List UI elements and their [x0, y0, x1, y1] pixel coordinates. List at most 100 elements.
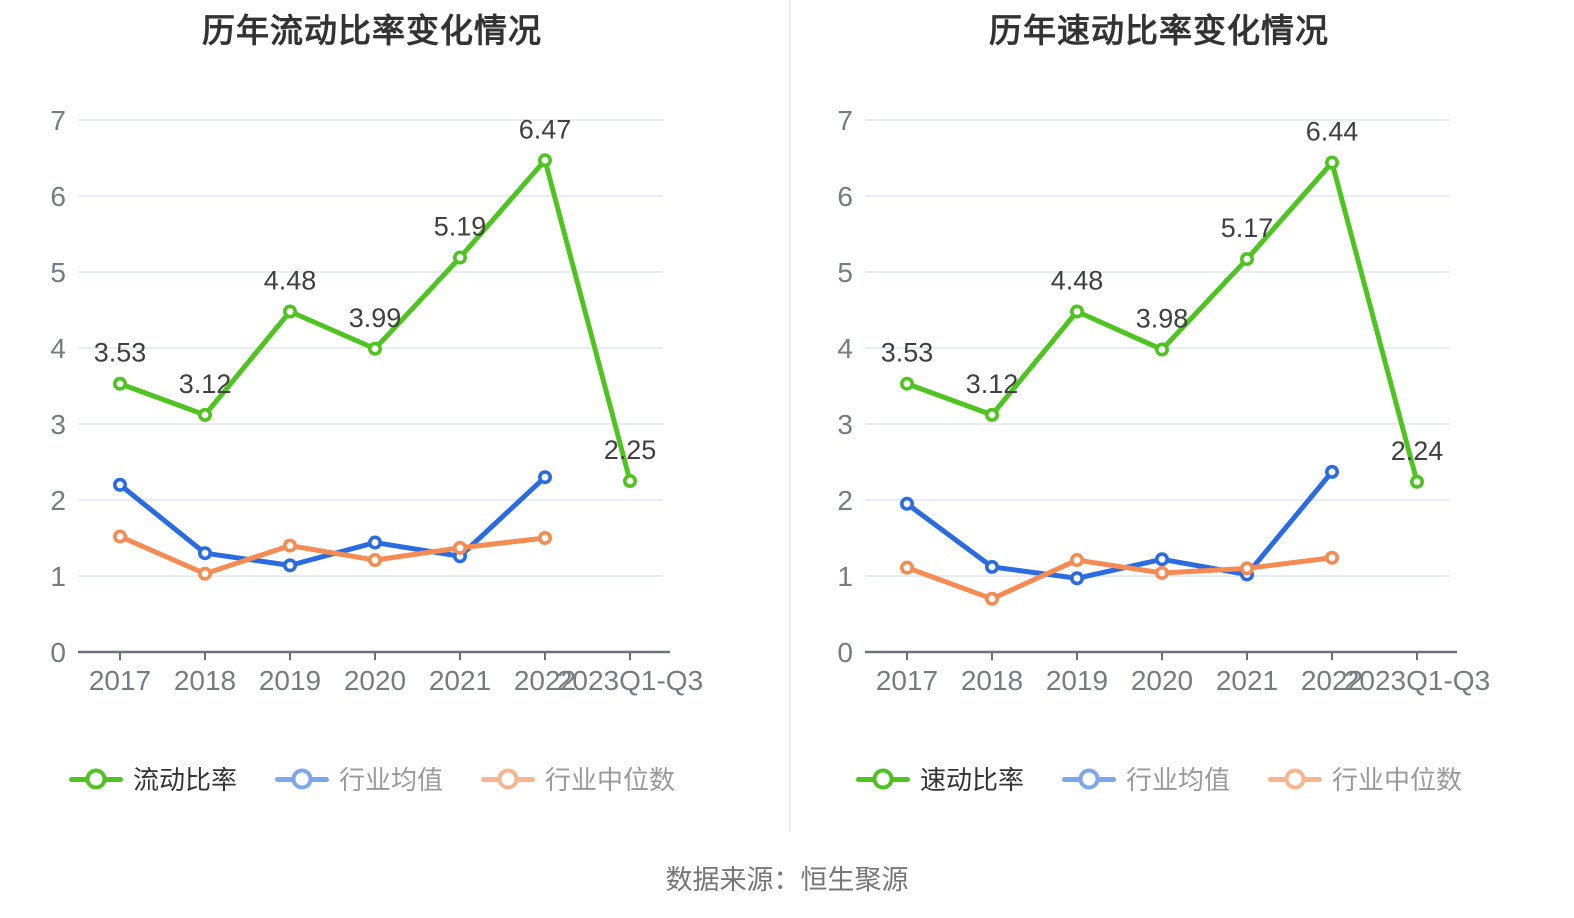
data-point-marker[interactable] [1069, 304, 1084, 319]
x-axis-tick-label: 2018 [174, 665, 236, 696]
data-point-marker[interactable] [282, 538, 297, 553]
series-line [117, 533, 548, 577]
data-point-marker[interactable] [198, 546, 213, 561]
legend-label: 速动比率 [919, 765, 1024, 795]
legend-label: 行业中位数 [545, 765, 676, 795]
data-point-marker[interactable] [113, 477, 128, 492]
data-point-marker[interactable] [1239, 561, 1254, 576]
data-point-marker[interactable] [367, 535, 382, 550]
x-axis-tick-label: 2023Q1-Q3 [1344, 665, 1490, 696]
legend-line-circle-icon [1268, 767, 1322, 791]
y-axis-tick-label: 3 [837, 409, 853, 440]
legend-line-circle-icon [274, 767, 329, 791]
data-point-marker[interactable] [452, 250, 467, 265]
y-axis-tick-label: 0 [837, 637, 853, 668]
data-point-marker[interactable] [113, 529, 128, 544]
data-point-marker[interactable] [900, 496, 915, 511]
data-point-marker[interactable] [198, 566, 213, 581]
y-axis-tick-label: 5 [50, 257, 66, 288]
y-axis-tick-label: 7 [50, 105, 66, 136]
y-axis-tick-label: 2 [50, 485, 66, 516]
y-axis-tick-label: 4 [837, 333, 853, 364]
data-point-value-label: 3.53 [881, 338, 934, 368]
y-axis-tick-label: 6 [837, 181, 853, 212]
chart-plot: 0 1 2 3 4 5 6 7 2017 2018 2019 2020 2021 20222023Q1-Q… [837, 105, 1490, 696]
legend-label: 行业均值 [1125, 765, 1230, 795]
x-axis-tick-label: 2018 [961, 665, 1023, 696]
data-point-marker[interactable] [282, 558, 297, 573]
data-point-marker[interactable] [1324, 550, 1339, 565]
chart-title: 历年流动比率变化情况 [202, 12, 542, 49]
legend-item-series-3[interactable]: 行业中位数 [481, 760, 675, 797]
data-point-marker[interactable] [367, 341, 382, 356]
data-point-marker[interactable] [985, 559, 1000, 574]
legend-item-series-1[interactable]: 流动比率 [68, 760, 237, 797]
data-point-marker[interactable] [452, 540, 467, 555]
data-point-marker[interactable] [537, 153, 552, 168]
y-axis-tick-label: 7 [837, 105, 853, 136]
data-point-value-label: 3.12 [966, 369, 1019, 399]
x-axis-tick-label: 2017 [89, 665, 151, 696]
data-point-marker[interactable] [367, 553, 382, 568]
x-axis-tick-label: 2021 [1216, 665, 1278, 696]
data-source-note: 数据来源：恒生聚源 [665, 865, 909, 895]
y-axis-tick-label: 1 [837, 561, 853, 592]
x-axis-tick-label: 2022 [514, 665, 576, 696]
chart-title: 历年速动比率变化情况 [989, 12, 1329, 49]
current-ratio-chart-panel: 历年流动比率变化情况 0 1 2 3 4 5 6 7 2017 2018 2019 2020 2021 2… [0, 0, 787, 830]
data-point-value-label: 6.47 [519, 114, 572, 144]
legend-line-circle-icon [855, 767, 910, 791]
legend-item-series-1[interactable]: 速动比率 [855, 760, 1024, 797]
x-axis-tick-label: 2019 [1046, 665, 1108, 696]
data-point-marker[interactable] [1069, 553, 1084, 568]
y-axis-tick-label: 6 [50, 181, 66, 212]
y-axis-tick-label: 0 [50, 637, 66, 668]
x-axis-tick-label: 2022 [1301, 665, 1363, 696]
x-axis-tick-label: 2023Q1-Q3 [557, 665, 703, 696]
data-point-value-label: 5.17 [1221, 213, 1274, 243]
data-point-value-label: 3.12 [179, 369, 232, 399]
data-point-marker[interactable] [1239, 252, 1254, 267]
legend-item-series-2[interactable]: 行业均值 [1061, 760, 1230, 797]
data-point-marker[interactable] [282, 304, 297, 319]
data-point-marker[interactable] [1154, 342, 1169, 357]
data-point-marker[interactable] [1154, 552, 1169, 567]
y-axis-tick-label: 1 [50, 561, 66, 592]
legend-label: 行业均值 [338, 765, 443, 795]
data-point-value-label: 3.98 [1136, 304, 1189, 334]
data-point-value-label: 6.44 [1306, 117, 1359, 147]
data-point-value-label: 3.53 [94, 338, 147, 368]
data-point-marker[interactable] [537, 470, 552, 485]
data-point-marker[interactable] [900, 376, 915, 391]
chart-plot: 0 1 2 3 4 5 6 7 2017 2018 2019 2020 2021 20222023Q1-Q… [50, 105, 703, 696]
data-point-marker[interactable] [900, 560, 915, 575]
legend-line-circle-icon [1061, 767, 1116, 791]
data-point-marker[interactable] [198, 407, 213, 422]
x-axis-tick-label: 2020 [344, 665, 406, 696]
x-axis-tick-label: 2017 [876, 665, 938, 696]
data-point-marker[interactable] [985, 591, 1000, 606]
legend-line-circle-icon [481, 767, 535, 791]
y-axis-tick-label: 2 [837, 485, 853, 516]
chart-legend: 速动比率 行业均值 行业中位数 [787, 760, 1531, 797]
data-point-value-label: 4.48 [1051, 266, 1104, 296]
data-point-marker[interactable] [537, 530, 552, 545]
data-point-marker[interactable] [985, 407, 1000, 422]
legend-item-series-2[interactable]: 行业均值 [274, 760, 443, 797]
legend-item-series-3[interactable]: 行业中位数 [1268, 760, 1462, 797]
legend-label: 流动比率 [132, 765, 237, 795]
data-point-marker[interactable] [1069, 571, 1084, 586]
y-axis-tick-label: 3 [50, 409, 66, 440]
data-point-marker[interactable] [1324, 155, 1339, 170]
y-axis-tick-label: 4 [50, 333, 66, 364]
data-point-value-label: 5.19 [434, 212, 487, 242]
data-point-marker[interactable] [1324, 464, 1339, 479]
data-point-marker[interactable] [1409, 474, 1424, 489]
data-point-marker[interactable] [622, 473, 637, 488]
legend-label: 行业中位数 [1332, 765, 1463, 795]
data-point-value-label: 2.25 [604, 435, 657, 465]
series-line [904, 555, 1335, 602]
data-point-marker[interactable] [1154, 565, 1169, 580]
data-point-marker[interactable] [113, 376, 128, 391]
